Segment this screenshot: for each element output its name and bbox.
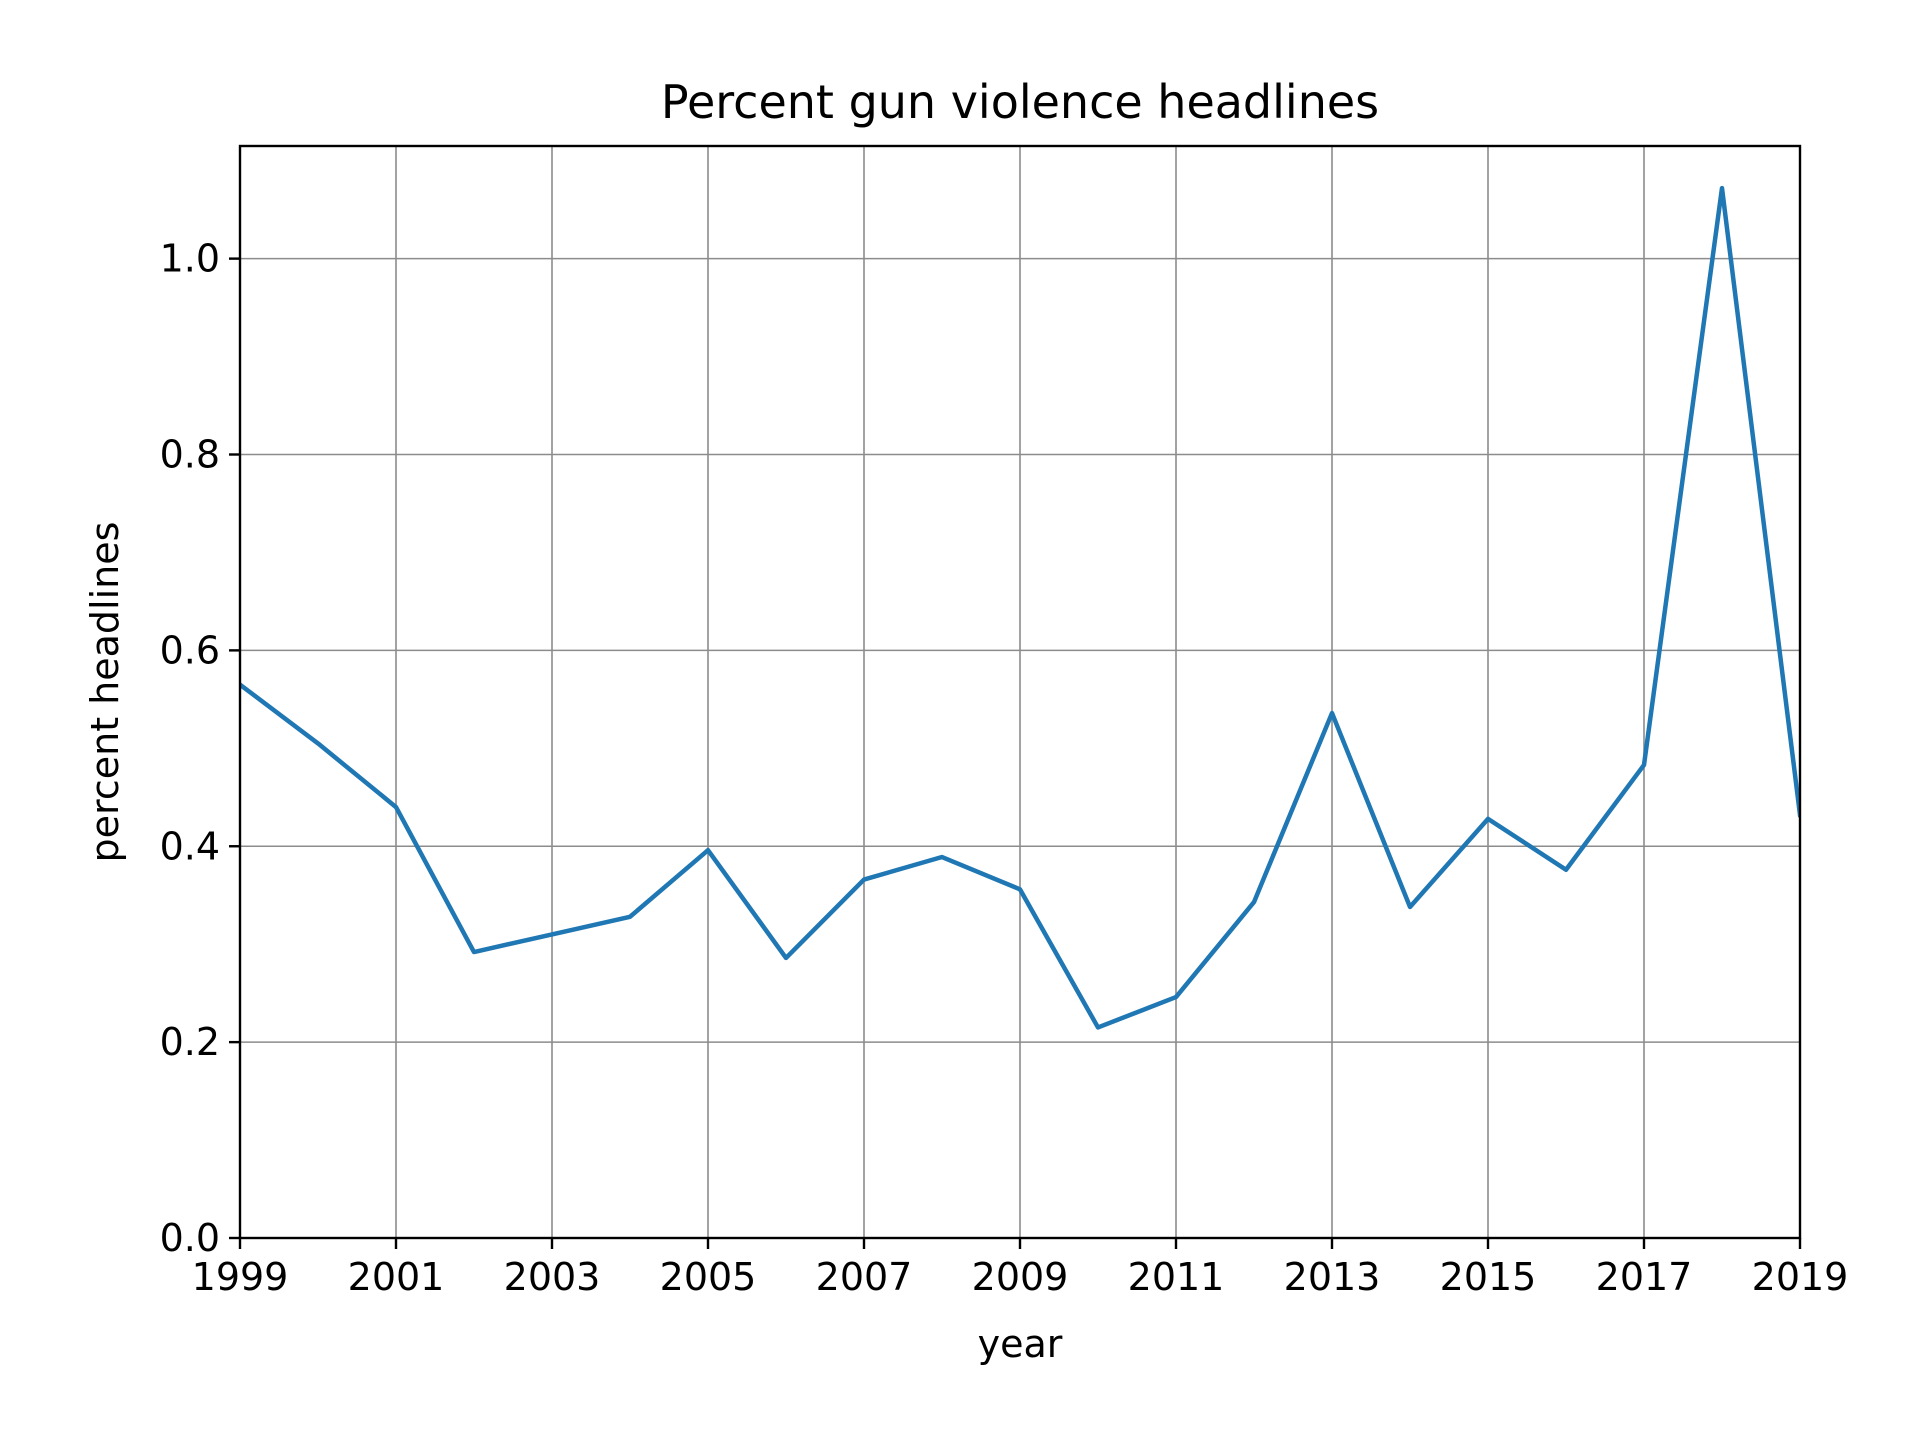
y-tick-label: 0.2: [160, 1020, 220, 1064]
x-tick-label: 1999: [192, 1255, 289, 1299]
x-tick-label: 2005: [660, 1255, 757, 1299]
y-tick-label: 0.4: [160, 824, 220, 868]
x-axis-label: year: [978, 1322, 1063, 1366]
y-tick-label: 0.6: [160, 628, 220, 672]
x-tick-label: 2015: [1440, 1255, 1537, 1299]
x-tick-label: 2013: [1284, 1255, 1381, 1299]
y-tick-label: 0.0: [160, 1216, 220, 1260]
y-axis-label: percent headlines: [83, 522, 127, 863]
series-line: [240, 185, 1800, 1030]
y-tick-label: 1.0: [160, 237, 220, 281]
x-tick-label: 2011: [1128, 1255, 1225, 1299]
series-lines: [240, 185, 1800, 1030]
x-tick-label: 2003: [504, 1255, 601, 1299]
chart-title: Percent gun violence headlines: [661, 75, 1379, 129]
x-tick-label: 2017: [1596, 1255, 1693, 1299]
x-tick-label: 2007: [816, 1255, 913, 1299]
y-tick-label: 0.8: [160, 433, 220, 477]
x-tick-label: 2009: [972, 1255, 1069, 1299]
x-tick-label: 2019: [1752, 1255, 1849, 1299]
x-tick-label: 2001: [348, 1255, 445, 1299]
axis-ticks: 1999 2001 2003 2005 2007 2009 2011 2013 2015 2017…: [160, 237, 1849, 1299]
